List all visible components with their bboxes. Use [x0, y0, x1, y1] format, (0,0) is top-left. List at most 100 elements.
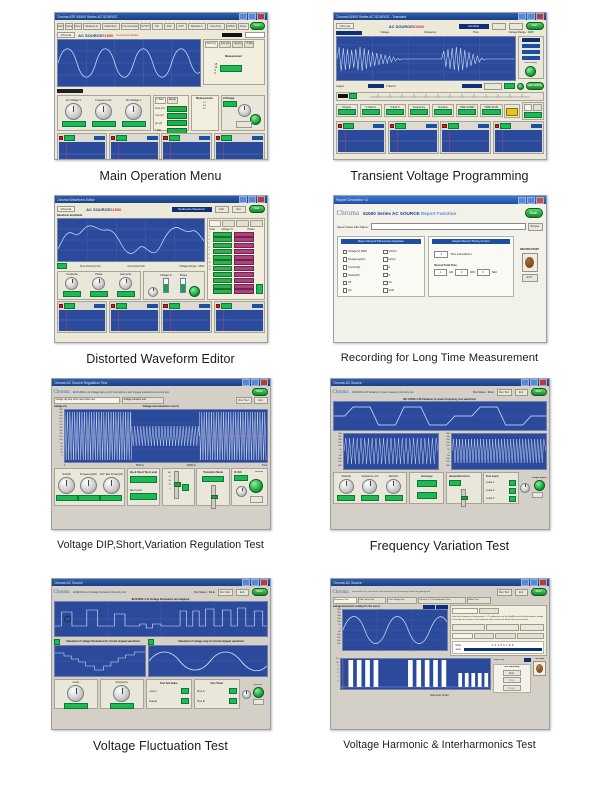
close-icon[interactable]	[538, 579, 547, 586]
window-controls[interactable]	[520, 379, 547, 386]
checkbox-col-left[interactable]: Voltage(V) RMS Frequency(Hz) Current(A) …	[342, 249, 379, 293]
step-field[interactable]: Duration	[431, 104, 455, 118]
window-controls[interactable]	[241, 579, 268, 586]
toolbar-button[interactable]: OUTPUT	[139, 22, 151, 30]
start-button[interactable]: Start	[525, 22, 544, 30]
scope-button[interactable]	[168, 303, 180, 309]
scope-channel[interactable]	[56, 301, 108, 333]
tab-harm-3[interactable]	[236, 220, 249, 227]
toolbar-button[interactable]: Waveform Editor	[187, 22, 206, 30]
knob-dial[interactable]	[113, 685, 131, 702]
maximize-icon[interactable]	[526, 13, 535, 20]
scope-button[interactable]	[221, 303, 233, 309]
record-start-button[interactable]	[521, 252, 538, 272]
output-led[interactable]	[533, 480, 545, 491]
back-button[interactable]: Back	[530, 388, 547, 396]
count-slider[interactable]	[173, 471, 181, 499]
step-field[interactable]: Frequency	[407, 104, 431, 118]
tab-v-start[interactable]: V Start	[154, 97, 166, 104]
toolbar-button[interactable]: V/F	[151, 22, 163, 30]
apply-button[interactable]	[255, 284, 263, 295]
edit-button[interactable]: Edit	[214, 205, 229, 213]
knob-variation[interactable]: Variation(+/-)%	[360, 475, 379, 501]
output-knob[interactable]	[241, 689, 251, 699]
minimize-icon[interactable]	[241, 579, 250, 586]
tab-dip-short[interactable]: Voltage dip and short interruption test	[53, 397, 120, 404]
scope-button[interactable]	[500, 123, 512, 129]
exit-button[interactable]: Exit	[231, 205, 246, 213]
tab-variation[interactable]: Voltage variation test	[121, 397, 164, 404]
knob-eut-power[interactable]: EUT Test Power(Hz)	[99, 473, 123, 501]
toolbar-button[interactable]: Close	[237, 22, 249, 30]
knob-dial[interactable]	[92, 277, 106, 290]
maximize-icon[interactable]	[247, 196, 256, 203]
window-report-generator[interactable]: Report Generator v1 Chroma 61500 Series …	[332, 195, 547, 343]
knob-dial[interactable]	[67, 685, 85, 702]
close-icon[interactable]	[256, 13, 265, 20]
level-row[interactable]	[463, 647, 542, 652]
transition-slider[interactable]	[210, 485, 218, 509]
record-total-row[interactable]: 1 HR 0 MIN 0 SEC	[434, 269, 507, 276]
readout-tabs[interactable]: V Start Result	[154, 97, 187, 104]
timeline-run[interactable]	[348, 93, 357, 99]
maximize-icon[interactable]	[250, 379, 259, 386]
record-hours-input[interactable]: 1	[434, 269, 448, 276]
tab-classes[interactable]: Classes 1,2,3 Combination Test	[417, 597, 466, 604]
file-row[interactable]: Report Save File Name : Browse	[337, 223, 543, 231]
checkbox-item[interactable]: VA	[382, 280, 419, 286]
knob-start[interactable]: Start(%)	[337, 475, 356, 501]
knob-dial[interactable]	[65, 277, 79, 290]
checkbox-item[interactable]: Idc(A)	[382, 257, 419, 262]
stop-button[interactable]: Stop	[502, 677, 521, 684]
knob-dial[interactable]	[95, 103, 112, 120]
range-knob[interactable]	[237, 104, 251, 117]
toolbar-button[interactable]: OVP	[175, 22, 187, 30]
tab-live[interactable]	[523, 104, 533, 111]
preset-button[interactable]	[483, 82, 502, 90]
knob-dial[interactable]	[80, 477, 97, 494]
back-button[interactable]: Back	[251, 588, 268, 596]
close-icon[interactable]	[256, 196, 265, 203]
knob-frequency[interactable]: Frequency(Hz)	[77, 473, 100, 501]
output-led[interactable]	[525, 65, 536, 77]
knob-frequency[interactable]: Frequency Hz	[91, 99, 116, 127]
scope-channel[interactable]	[492, 121, 544, 154]
minimize-icon[interactable]	[238, 196, 247, 203]
scope-button[interactable]	[221, 135, 233, 141]
apply-button[interactable]	[503, 83, 515, 89]
toolbar-button[interactable]: View	[73, 22, 82, 30]
start-button[interactable]: Start	[502, 669, 521, 676]
tab-class-3[interactable]	[495, 632, 516, 640]
checkbox-item[interactable]: Vdc(V)	[382, 249, 419, 255]
close-icon[interactable]	[259, 579, 268, 586]
knob-amplitude[interactable]: Amplitude	[62, 273, 81, 297]
toolbar[interactable]: Edit Setup View Measure & Status Calibra…	[56, 22, 265, 30]
output-led[interactable]	[248, 479, 263, 493]
run-test-button[interactable]: Run Test	[496, 388, 512, 396]
time-interval-input[interactable]: 1	[434, 250, 449, 258]
scope-button[interactable]	[116, 303, 128, 309]
exit-button[interactable]: Exit	[235, 588, 249, 596]
run-test-button[interactable]: Run Test	[217, 588, 233, 596]
tab-test-cond[interactable]	[479, 607, 499, 614]
source-select[interactable]	[521, 102, 544, 120]
checkbox-item[interactable]: VAR	[382, 288, 419, 293]
tab-flat-curve[interactable]: Flat Curve Test	[357, 597, 386, 604]
toolbar-button[interactable]: Calibration	[101, 22, 120, 30]
timeline-slider[interactable]	[335, 91, 544, 101]
clear-button[interactable]	[235, 121, 252, 128]
record-minutes-input[interactable]: 0	[455, 269, 469, 276]
window-controls[interactable]	[238, 196, 265, 203]
scope-button[interactable]	[343, 123, 355, 129]
output-toggle[interactable]	[532, 492, 544, 498]
exit-button[interactable]: EXIT	[521, 273, 538, 282]
tab-meter[interactable]: Vrms (V)	[204, 41, 218, 48]
step-field-row[interactable]: Degree V Start V V End V Frequency Durat…	[335, 102, 544, 120]
run-test-button[interactable]: Run Test	[496, 588, 512, 596]
scope-channel[interactable]	[56, 133, 108, 159]
apply-col[interactable]	[255, 232, 263, 295]
checkbox-col-right[interactable]: Vdc(V) Idc(A) P S VA VAR	[382, 249, 419, 293]
tab-result[interactable]: Result	[166, 97, 178, 104]
scope-button[interactable]	[395, 123, 407, 129]
start-button[interactable]: Start	[249, 22, 265, 30]
